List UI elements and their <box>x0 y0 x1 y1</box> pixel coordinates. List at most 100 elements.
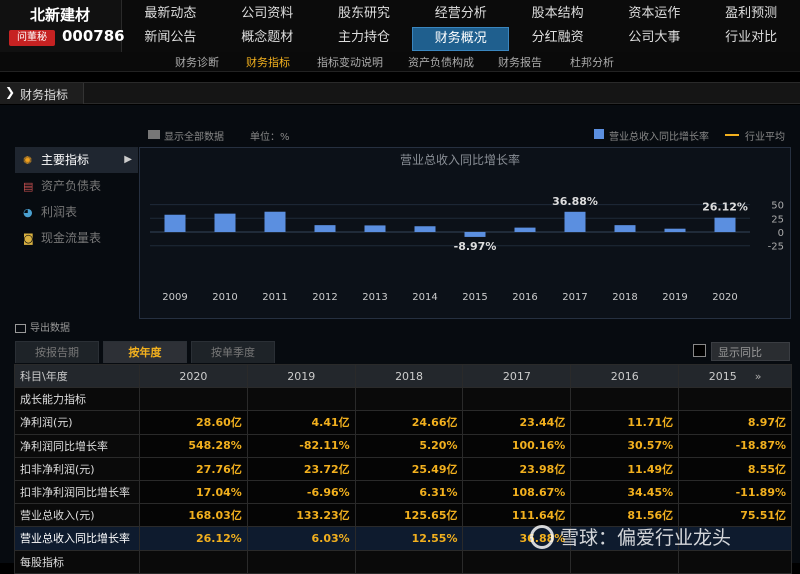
subnav-item-0[interactable]: 财务诊断 <box>175 56 219 69</box>
year-header[interactable]: 2016 <box>570 363 680 389</box>
nav-tab-r2-3[interactable]: 财务概况 <box>412 27 510 51</box>
legend-swatch-series <box>594 129 604 139</box>
data-label: 26.12% <box>702 201 748 214</box>
row-label: 净利润同比增长率 <box>14 433 140 458</box>
table-cell: 125.65亿 <box>354 503 464 528</box>
subnav-item-2[interactable]: 指标变动说明 <box>317 56 383 69</box>
chart-bar-2016 <box>514 227 536 232</box>
yoy-checkbox[interactable] <box>693 344 706 357</box>
nav-tab-r1-0[interactable]: 最新动态 <box>144 6 197 21</box>
year-label: 2017 <box>502 369 531 383</box>
table-cell <box>246 387 356 412</box>
table-cell: 34.45% <box>570 479 680 505</box>
tab-1[interactable]: 按年度 <box>103 341 187 363</box>
chart-bar-2009 <box>164 214 186 232</box>
nav-tab-r1-1[interactable]: 公司资料 <box>241 6 294 21</box>
subnav-item-3[interactable]: 资产负债构成 <box>408 56 474 69</box>
section-title: 财务指标 <box>20 88 69 102</box>
table-cell: 5.20% <box>354 433 464 458</box>
year-header[interactable]: 2019 <box>246 363 356 389</box>
legend-average-label[interactable]: 行业平均 <box>745 132 785 143</box>
table-cell <box>354 387 464 412</box>
left-menu-item-3[interactable]: ◙ 现金流量表 <box>15 225 138 251</box>
nav-tab-r2-5[interactable]: 公司大事 <box>628 30 681 45</box>
show-all-data-link[interactable]: 显示全部数据 <box>164 132 224 143</box>
nav-tab-r2-0[interactable]: 新闻公告 <box>144 30 197 45</box>
row-label: 营业总收入同比增长率 <box>14 526 140 551</box>
chart-bar-2014 <box>414 226 436 232</box>
scroll-right-icon[interactable]: » <box>754 369 762 383</box>
left-menu-item-0[interactable]: ✺ 主要指标 ▶ <box>15 147 138 173</box>
table-row: 营业总收入同比增长率 26.12% 6.03% 12.55% 36.88% <box>14 526 792 551</box>
document-icon: ▤ <box>23 180 34 193</box>
nav-tab-r2-6[interactable]: 行业对比 <box>725 30 778 45</box>
table-cell <box>138 549 248 574</box>
nav-row-1: 最新动态 公司资料 股东研究 经营分析 股本结构 资本运作 盈利预测 <box>122 3 800 27</box>
table-cell: 28.60亿 <box>138 410 248 435</box>
nav-tab-r1-5[interactable]: 资本运作 <box>628 6 681 21</box>
unit-label: 单位：% <box>250 132 290 143</box>
table-cell <box>678 387 792 412</box>
subnav-item-4[interactable]: 财务报告 <box>498 56 542 69</box>
export-data[interactable]: 导出数据 <box>15 319 70 335</box>
left-menu-item-1[interactable]: ▤ 资产负债表 <box>15 173 138 199</box>
legend-swatch-average <box>725 134 739 136</box>
chart-bar-2018 <box>614 225 636 232</box>
table-cell <box>462 387 572 412</box>
table-cell: 548.28% <box>138 433 248 458</box>
sub-navigation: 财务诊断 财务指标 指标变动说明 资产负债构成 财务报告 杜邦分析 <box>0 52 800 72</box>
chart-bar-2010 <box>214 213 236 232</box>
nav-tab-r2-4[interactable]: 分红融资 <box>531 30 584 45</box>
nav-tab-r1-2[interactable]: 股东研究 <box>337 6 390 21</box>
chart-bar-2013 <box>364 225 386 232</box>
subnav-item-5[interactable]: 杜邦分析 <box>570 56 614 69</box>
chart-bar-2019 <box>664 228 686 232</box>
year-header[interactable]: 2017 <box>462 363 572 389</box>
chart-title: 营业总收入同比增长率 <box>400 152 520 167</box>
nav-tab-r2-2[interactable]: 主力持仓 <box>337 30 390 45</box>
period-tabs: 按报告期 按年度 按单季度 <box>15 341 279 363</box>
ask-secretary-button[interactable]: 问董秘 <box>9 30 55 46</box>
year-header[interactable]: 2018 <box>354 363 464 389</box>
tab-2[interactable]: 按单季度 <box>191 341 275 363</box>
table-cell <box>678 549 792 574</box>
table-cell <box>138 387 248 412</box>
tab-0[interactable]: 按报告期 <box>15 341 99 363</box>
yoy-label[interactable]: 显示同比 <box>711 342 790 361</box>
nav-tab-r1-3[interactable]: 经营分析 <box>434 6 487 21</box>
legend-series-label[interactable]: 营业总收入同比增长率 <box>609 132 709 143</box>
yoy-toggle[interactable]: 显示同比 <box>693 342 790 361</box>
year-label: 2018 <box>395 369 424 383</box>
table-cell: 23.98亿 <box>462 456 572 481</box>
subnav-item-1[interactable]: 财务指标 <box>246 56 290 69</box>
x-tick-label: 2013 <box>362 292 387 303</box>
financial-indicators-table: 科目\年度 2020 2019 2018 2017 2016 2015 » 成长能力指标 净利润… <box>14 363 792 574</box>
x-tick-label: 2019 <box>662 292 687 303</box>
table-cell: 6.03% <box>246 526 356 551</box>
table-header-row: 科目\年度 2020 2019 2018 2017 2016 2015 » <box>14 363 792 389</box>
export-icon <box>15 323 26 333</box>
table-cell <box>678 526 792 551</box>
table-cell: 11.49亿 <box>570 456 680 481</box>
nav-tab-r1-4[interactable]: 股本结构 <box>531 6 584 21</box>
y-tick-label: 0 <box>778 228 784 239</box>
header-label: 科目\年度 <box>14 363 140 389</box>
chart-toolbar: 显示全部数据 单位：% 营业总收入同比增长率 行业平均 <box>148 128 793 144</box>
nav-tab-r1-6[interactable]: 盈利预测 <box>725 6 778 21</box>
table-cell: 75.51亿 <box>678 503 792 528</box>
chart-bar-2011 <box>264 211 286 232</box>
x-tick-label: 2009 <box>162 292 187 303</box>
x-tick-label: 2016 <box>512 292 537 303</box>
table-cell: -82.11% <box>246 433 356 458</box>
year-header[interactable]: 2015 » <box>678 363 792 389</box>
table-cell: 12.55% <box>354 526 464 551</box>
year-label: 2020 <box>179 369 208 383</box>
nav-row-2: 新闻公告 概念题材 主力持仓 财务概况 分红融资 公司大事 行业对比 <box>122 27 800 51</box>
table-cell: 26.12% <box>138 526 248 551</box>
table-cell <box>570 526 680 551</box>
left-menu-item-2[interactable]: ◕ 利润表 <box>15 199 138 225</box>
nav-tab-r2-1[interactable]: 概念题材 <box>241 30 294 45</box>
table-row: 净利润同比增长率 548.28% -82.11% 5.20% 100.16% 30.57%… <box>14 433 792 458</box>
y-tick-label: 25 <box>771 214 784 225</box>
year-header[interactable]: 2020 <box>138 363 248 389</box>
